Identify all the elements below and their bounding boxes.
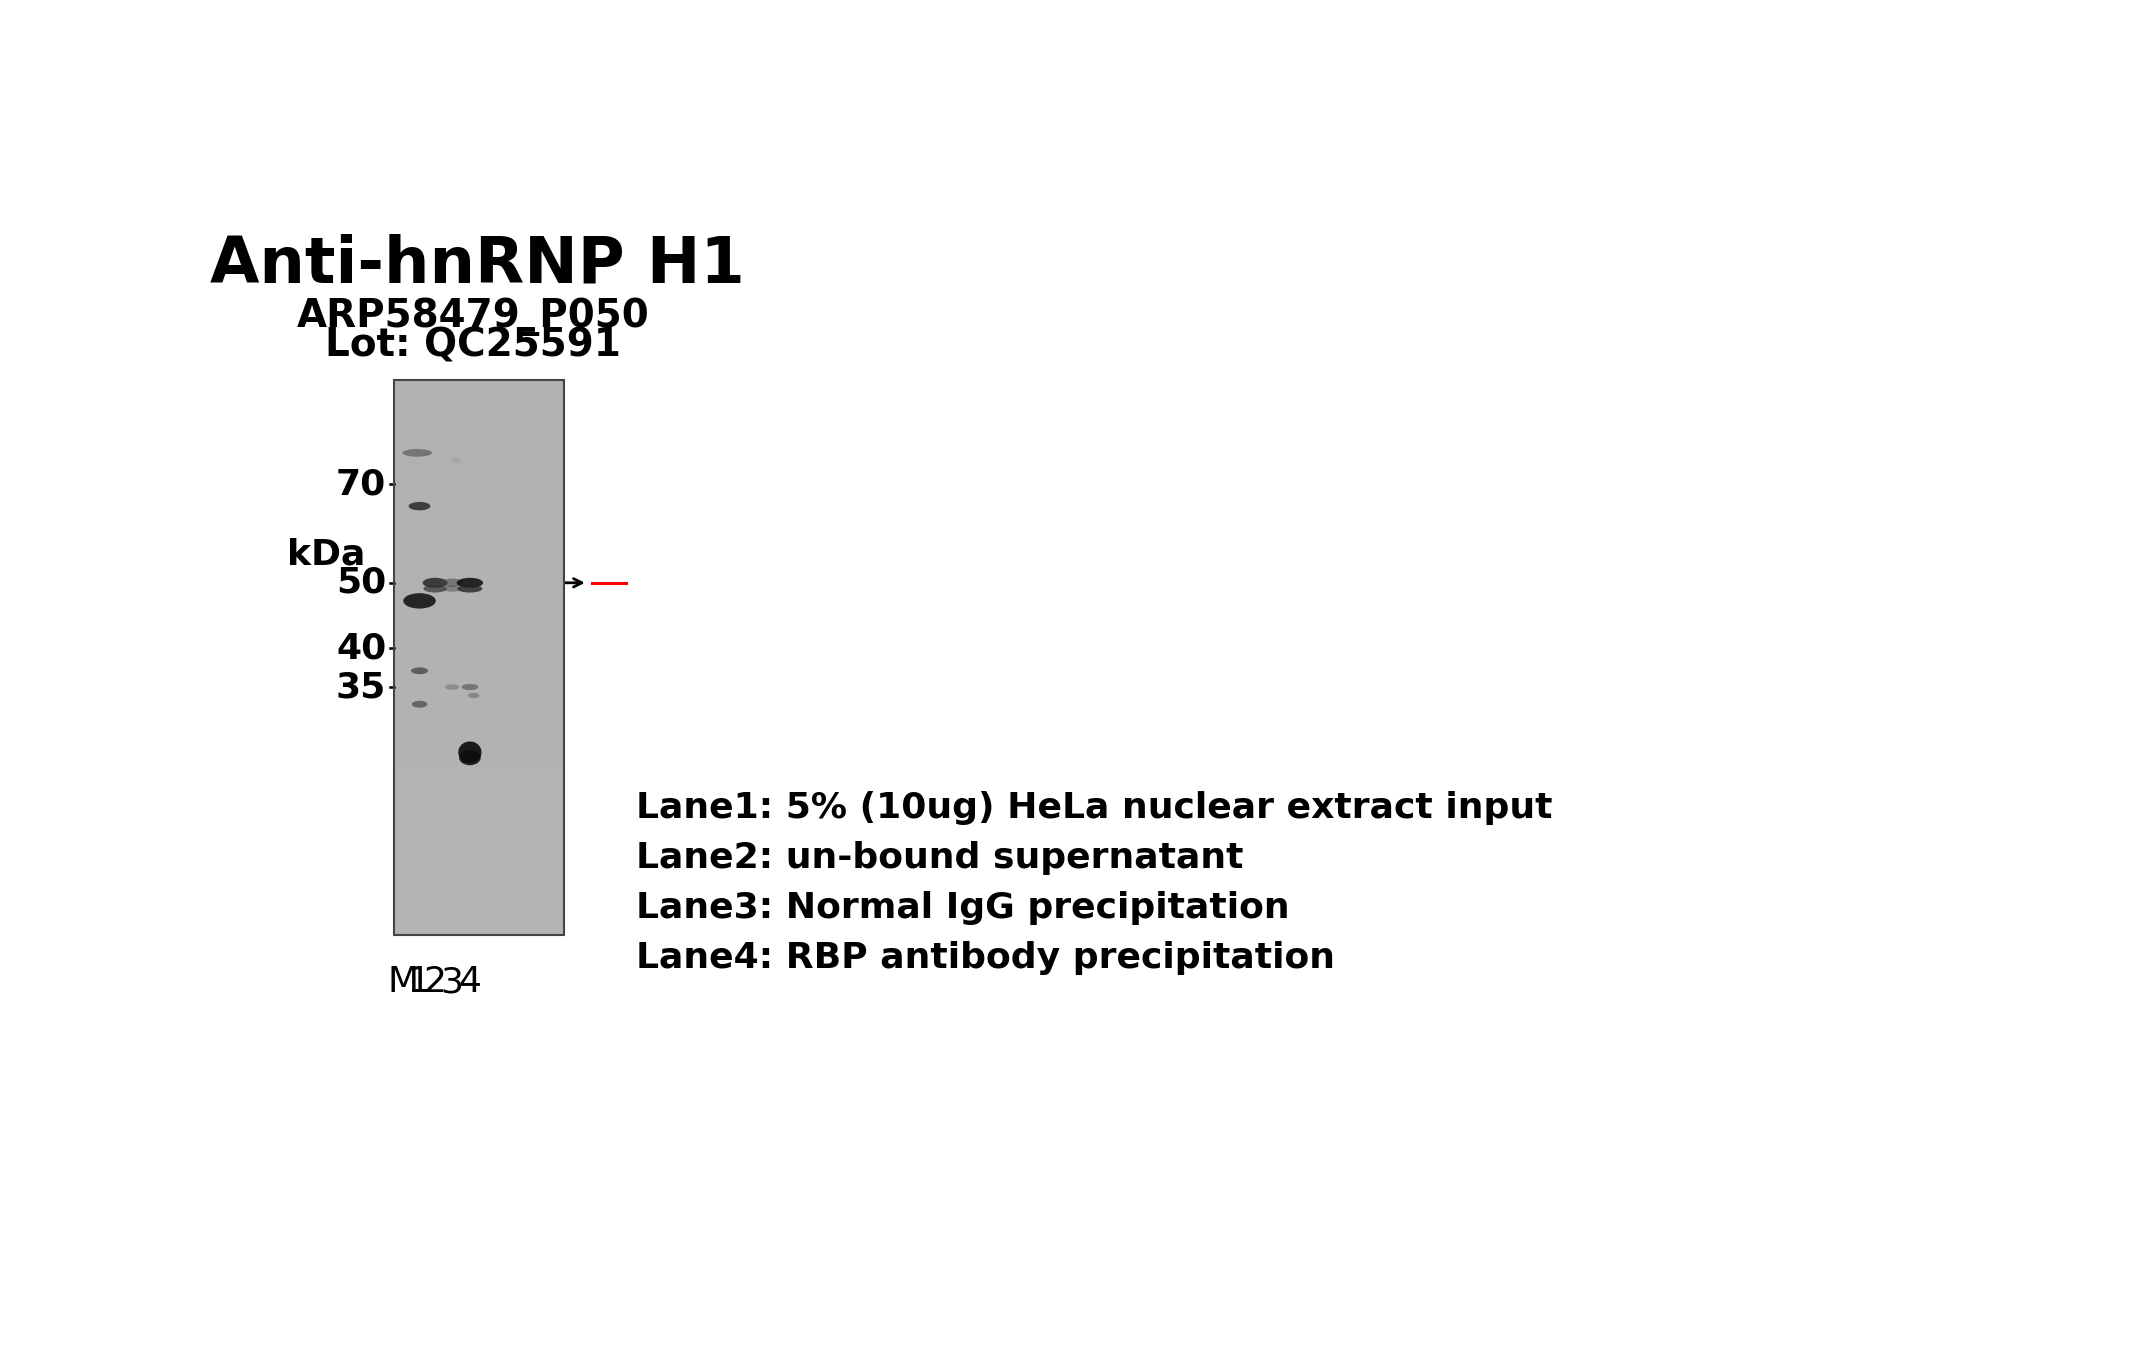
Text: kDa: kDa — [287, 538, 364, 572]
Text: Lane3: Normal IgG precipitation: Lane3: Normal IgG precipitation — [636, 890, 1289, 925]
Ellipse shape — [424, 584, 447, 593]
Text: Lane4: RBP antibody precipitation: Lane4: RBP antibody precipitation — [636, 941, 1334, 974]
Text: Lane1: 5% (10ug) HeLa nuclear extract input: Lane1: 5% (10ug) HeLa nuclear extract in… — [636, 790, 1552, 825]
Text: 1: 1 — [409, 966, 430, 999]
Ellipse shape — [458, 584, 482, 593]
Ellipse shape — [445, 685, 458, 690]
Text: 70: 70 — [336, 468, 385, 502]
Text: Lot: QC25591: Lot: QC25591 — [325, 327, 621, 365]
Ellipse shape — [458, 750, 482, 766]
Text: ARP58479_P050: ARP58479_P050 — [298, 298, 649, 336]
Ellipse shape — [460, 685, 477, 690]
Text: 35: 35 — [336, 670, 385, 704]
Ellipse shape — [458, 741, 482, 763]
Text: M: M — [388, 966, 420, 999]
Ellipse shape — [441, 579, 462, 587]
Ellipse shape — [469, 693, 480, 698]
Text: 40: 40 — [336, 631, 385, 665]
Ellipse shape — [411, 667, 428, 674]
Text: Lane2: un-bound supernatant: Lane2: un-bound supernatant — [636, 841, 1244, 874]
Ellipse shape — [456, 578, 484, 587]
Ellipse shape — [452, 458, 460, 464]
Ellipse shape — [422, 578, 447, 587]
Text: 2: 2 — [424, 966, 447, 999]
Bar — [394, 380, 565, 934]
Text: 4: 4 — [458, 966, 482, 999]
Ellipse shape — [443, 586, 460, 591]
Text: 50: 50 — [336, 565, 385, 600]
Text: 3: 3 — [441, 966, 465, 999]
Ellipse shape — [411, 701, 428, 708]
Ellipse shape — [409, 502, 430, 510]
Ellipse shape — [403, 593, 437, 609]
Ellipse shape — [403, 449, 432, 457]
Text: Anti-hnRNP H1: Anti-hnRNP H1 — [210, 233, 745, 296]
